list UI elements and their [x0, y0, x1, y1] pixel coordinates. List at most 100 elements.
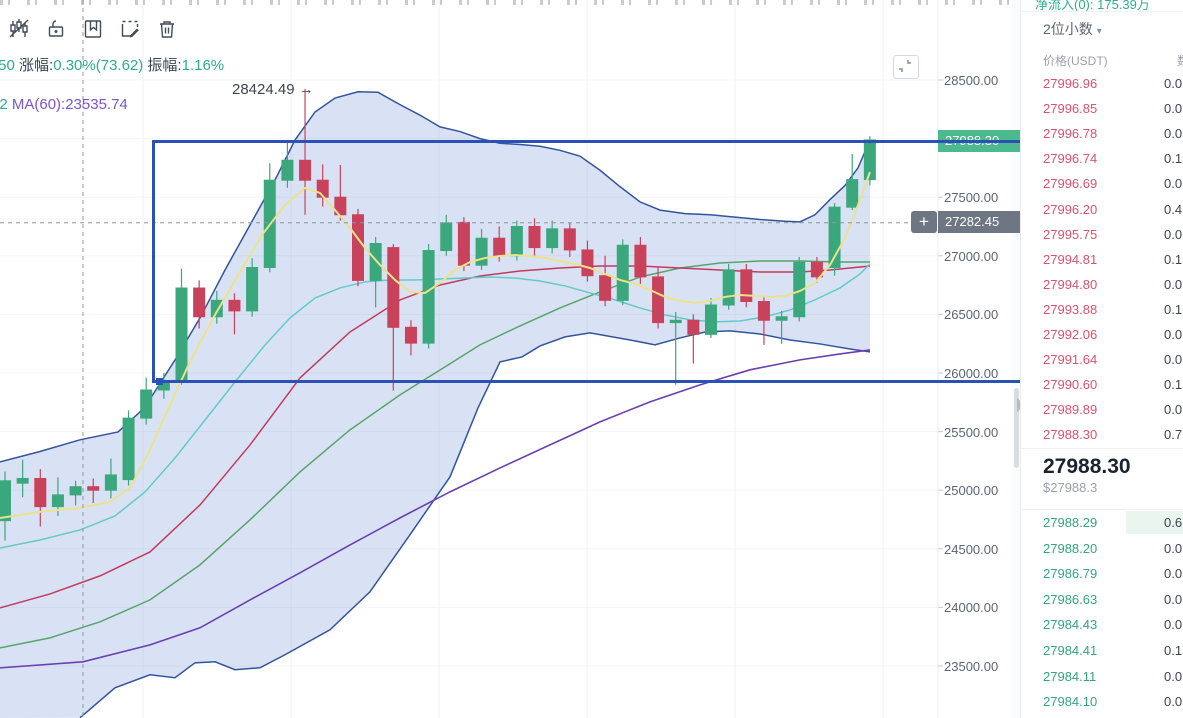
candle-up [705, 304, 717, 335]
order-price: 27986.79 [1043, 566, 1098, 582]
y-axis-label: 24500.00 [944, 541, 999, 557]
ask-row[interactable]: 27996.78 0.0 [1021, 121, 1183, 146]
candle-down [228, 299, 241, 312]
candle-up [616, 244, 629, 301]
bid-row[interactable]: 27988.20 0.0 [1021, 536, 1183, 561]
order-qty: 0.0 [1164, 176, 1183, 192]
y-axis-label: 27000.00 [944, 248, 999, 264]
ask-row[interactable]: 27990.60 0.1 [1021, 372, 1183, 397]
candle-down [193, 287, 206, 318]
candle-down [563, 228, 576, 251]
crosshair-add-alert-button[interactable]: + [911, 211, 937, 233]
candle-up [122, 417, 135, 481]
bid-row[interactable]: 27986.63 0.0 [1021, 587, 1183, 612]
order-qty: 0.0 [1164, 226, 1183, 242]
candle-down [810, 261, 823, 278]
order-price: 27988.30 [1043, 427, 1098, 443]
orderbook-panel: 净流入(0): 175.39万 2位小数▾ 价格(USDT) 数量(BTC) 2… [1020, 0, 1183, 718]
order-qty: 0.0 [1164, 327, 1183, 342]
order-qty: 0.6 [1164, 515, 1183, 530]
ask-row[interactable]: 27996.20 0.4 [1021, 197, 1183, 222]
bid-row[interactable]: 27988.29 0.6 [1021, 510, 1183, 535]
scrollbar-thumb[interactable] [1013, 388, 1019, 468]
lock-drawings-icon[interactable] [43, 16, 69, 42]
crosshair-price-badge: 27282.45 [938, 211, 1020, 233]
order-qty: 0.0 [1164, 276, 1183, 292]
candle-down [34, 477, 47, 508]
order-qty: 0.7 [1164, 427, 1183, 443]
candle-up [422, 250, 435, 344]
ma60-legend: MA(60):23535.74 [11, 96, 128, 113]
order-price: 27995.75 [1043, 226, 1098, 242]
ask-row[interactable]: 27994.80 0.0 [1021, 272, 1183, 297]
arrow-right-icon: → [298, 81, 314, 98]
order-price: 27984.10 [1043, 694, 1098, 710]
order-qty: 0.0 [1164, 566, 1183, 582]
order-price: 27996.69 [1043, 176, 1098, 192]
ask-row[interactable]: 27996.74 0.1 [1021, 146, 1183, 171]
order-qty: 0.0 [1164, 540, 1183, 556]
ask-row[interactable]: 27996.96 0.0 [1021, 71, 1183, 96]
ask-row[interactable]: 27991.64 0.0 [1021, 347, 1183, 372]
candle-up [51, 494, 64, 508]
chart-region: .50 涨幅:0.30%(73.62) 振幅:1.16% 92 MA(60):2… [0, 0, 1032, 718]
order-qty: 0.1 [1164, 151, 1183, 167]
bid-row[interactable]: 27984.41 0.1 [1021, 638, 1183, 663]
reset-chart-view-button[interactable] [893, 55, 919, 79]
bid-row[interactable]: 27984.11 0.0 [1021, 664, 1183, 689]
candlestick-chart[interactable] [0, 0, 1020, 718]
candle-up [246, 267, 259, 312]
ask-row[interactable]: 27995.75 0.0 [1021, 222, 1183, 247]
candle-down [757, 301, 770, 321]
indicator-legend-row2: 92 MA(60):23535.74 [0, 96, 128, 113]
order-qty: 0.0 [1164, 591, 1183, 607]
order-price: 27992.06 [1043, 327, 1098, 342]
candle-up [104, 474, 117, 491]
delete-drawings-icon[interactable] [154, 16, 180, 42]
drawn-rectangle[interactable] [152, 140, 1032, 385]
y-axis-label: 25500.00 [944, 424, 999, 440]
candle-down [528, 226, 541, 249]
bid-row[interactable]: 27986.79 0.0 [1021, 561, 1183, 586]
bid-row[interactable]: 27984.10 0.0 [1021, 689, 1183, 714]
order-qty: 0.0 [1164, 668, 1183, 684]
edit-note-icon[interactable] [117, 16, 143, 42]
y-axis-label: 26000.00 [944, 366, 999, 381]
drawing-toolbar [6, 16, 180, 42]
ask-row[interactable]: 27996.69 0.0 [1021, 171, 1183, 196]
candle-up [69, 486, 82, 496]
candle-down [387, 247, 400, 328]
candle-up [722, 269, 735, 306]
ask-row[interactable]: 27996.85 0.0 [1021, 96, 1183, 121]
rectangle-drag-handle[interactable] [156, 378, 163, 385]
order-qty: 0.0 [1164, 402, 1183, 418]
y-axis-label: 25000.00 [944, 483, 999, 499]
bid-row[interactable]: 27984.43 0.0 [1021, 612, 1183, 637]
candle-up [16, 477, 29, 484]
hide-drawings-icon[interactable] [6, 16, 32, 42]
order-qty: 0.1 [1164, 301, 1183, 317]
order-price: 27996.78 [1043, 126, 1098, 142]
y-axis-label: 27500.00 [944, 190, 999, 206]
ask-row[interactable]: 27994.81 0.1 [1021, 247, 1183, 272]
ask-row[interactable]: 27992.06 0.0 [1021, 322, 1183, 347]
ask-row[interactable]: 27988.30 0.7 [1021, 422, 1183, 447]
order-qty: 0.4 [1164, 201, 1183, 217]
legend-prefix: .50 [0, 57, 15, 74]
qty-column-header: 数量(BTC) [1177, 52, 1183, 69]
order-price: 27996.85 [1043, 101, 1098, 117]
y-axis-label: 28500.00 [944, 73, 999, 88]
ask-row[interactable]: 27993.88 0.1 [1021, 297, 1183, 322]
ma-yellow [0, 171, 871, 519]
order-price: 27988.29 [1043, 515, 1098, 530]
order-qty: 0.0 [1164, 617, 1183, 633]
order-qty: 0.1 [1164, 377, 1183, 393]
candle-down [334, 196, 347, 216]
high-price-annotation: 28424.49 → [232, 81, 314, 98]
bookmark-icon[interactable] [80, 16, 106, 42]
decimal-precision-dropdown[interactable]: 2位小数 ▾ [1043, 21, 1102, 37]
y-axis-label: 26500.00 [944, 307, 999, 323]
candle-up [440, 222, 453, 252]
ask-row[interactable]: 27989.89 0.0 [1021, 397, 1183, 422]
ma-cyan [0, 263, 871, 549]
